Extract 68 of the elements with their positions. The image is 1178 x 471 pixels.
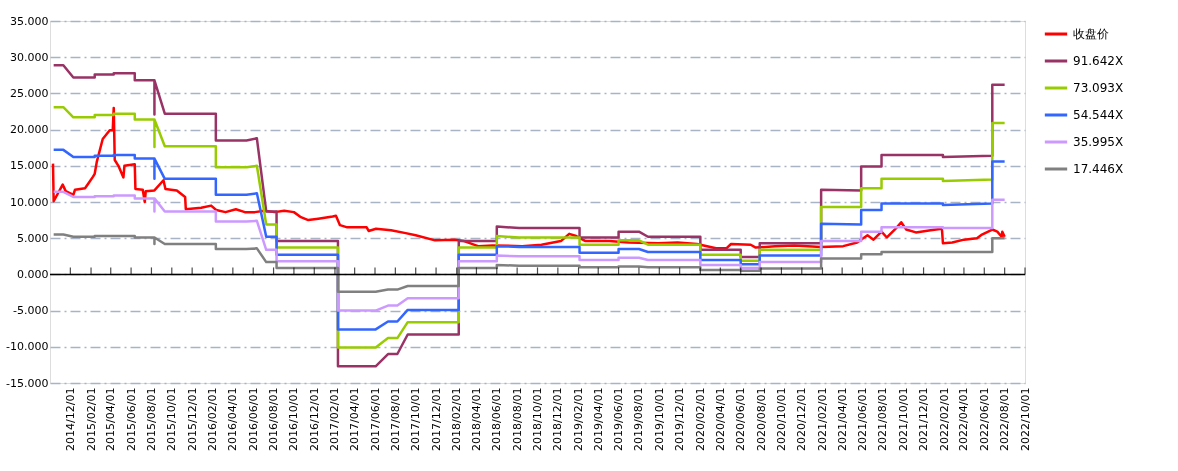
x-tick-label: 2022/10/01 (1018, 387, 1032, 451)
x-tick-label: 2016/02/01 (206, 387, 220, 451)
x-tick-label: 2020/04/01 (713, 387, 727, 451)
x-tick-label: 2020/02/01 (693, 387, 707, 451)
x-tick-label: 2020/10/01 (774, 387, 788, 451)
x-tick-label: 2018/12/01 (551, 387, 565, 451)
x-tick-label: 2022/08/01 (998, 387, 1012, 451)
y-tick-label: 20.000 (10, 123, 49, 137)
y-tick-label: 35.000 (10, 14, 49, 28)
legend-label: 73.093X (1073, 81, 1124, 95)
y-tick-label: 10.000 (10, 195, 49, 209)
x-tick-label: 2016/04/01 (226, 387, 240, 451)
legend-label: 54.544X (1073, 108, 1124, 122)
x-tick-label: 2022/02/01 (937, 387, 951, 451)
x-tick-label: 2020/06/01 (734, 387, 748, 451)
x-tick-label: 2014/12/01 (63, 387, 77, 451)
x-tick-label: 2015/04/01 (104, 387, 118, 451)
x-tick-label: 2017/06/01 (368, 387, 382, 451)
legend-label: 17.446X (1073, 162, 1124, 176)
x-tick-label: 2021/04/01 (835, 387, 849, 451)
line-series (52, 233, 1006, 294)
x-tick-label: 2018/02/01 (450, 387, 464, 451)
x-tick-label: 2015/02/01 (84, 387, 98, 451)
y-tick-label: -15.000 (6, 376, 49, 390)
legend-label: 收盘价 (1073, 27, 1109, 41)
x-tick-label: 2016/10/01 (287, 387, 301, 451)
x-tick-label: 2021/12/01 (917, 387, 931, 451)
y-tick-label: 0.000 (17, 267, 49, 281)
x-tick-label: 2019/10/01 (652, 387, 666, 451)
x-tick-label: 2016/08/01 (267, 387, 281, 451)
x-tick-label: 2018/06/01 (490, 387, 504, 451)
x-tick-label: 2015/06/01 (124, 387, 138, 451)
x-tick-label: 2017/10/01 (409, 387, 423, 451)
x-tick-label: 2018/04/01 (469, 387, 483, 451)
x-tick-label: 2019/02/01 (572, 387, 586, 451)
x-tick-label: 2018/08/01 (510, 387, 524, 451)
x-tick-label: 2019/04/01 (591, 387, 605, 451)
x-tick-label: 2019/08/01 (632, 387, 646, 451)
y-tick-label: 25.000 (10, 86, 49, 100)
x-tick-label: 2015/08/01 (144, 387, 158, 451)
x-tick-label: 2020/08/01 (754, 387, 768, 451)
legend-label: 35.995X (1073, 135, 1124, 149)
y-tick-label: 5.000 (17, 231, 49, 245)
x-tick-label: 2016/06/01 (246, 387, 260, 451)
line-series (52, 148, 1006, 331)
y-tick-label: 15.000 (10, 159, 49, 173)
y-tick-label: -5.000 (13, 304, 49, 318)
legend-label: 91.642X (1073, 54, 1124, 68)
x-tick-label: 2015/12/01 (185, 387, 199, 451)
x-tick-label: 2019/06/01 (612, 387, 626, 451)
x-tick-label: 2017/08/01 (388, 387, 402, 451)
y-tick-label: 30.000 (10, 50, 49, 64)
x-tick-label: 2021/06/01 (856, 387, 869, 451)
x-tick-label: 2022/06/01 (977, 387, 991, 451)
x-tick-label: 2015/10/01 (165, 387, 179, 451)
x-tick-label: 2017/04/01 (348, 387, 362, 451)
line-series (52, 190, 1006, 312)
x-tick-label: 2021/08/01 (876, 387, 890, 451)
x-tick-label: 2020/12/01 (795, 387, 809, 451)
y-tick-label: -10.000 (6, 340, 49, 354)
x-tick-label: 2019/12/01 (673, 387, 687, 451)
x-tick-label: 2017/12/01 (429, 387, 443, 451)
x-tick-label: 2018/10/01 (531, 387, 544, 451)
x-tick-label: 2017/02/01 (328, 387, 342, 451)
x-tick-label: 2021/10/01 (896, 387, 910, 451)
x-tick-label: 2016/12/01 (307, 387, 321, 451)
x-tick-label: 2021/02/01 (815, 387, 829, 451)
x-tick-label: 2022/04/01 (957, 387, 971, 451)
